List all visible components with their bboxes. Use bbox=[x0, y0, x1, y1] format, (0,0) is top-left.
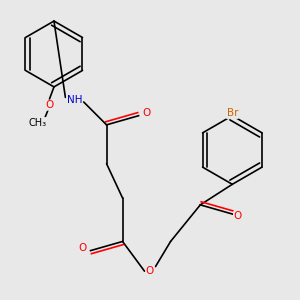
Text: NH: NH bbox=[67, 95, 82, 105]
Text: O: O bbox=[143, 108, 151, 118]
Text: Br: Br bbox=[226, 108, 238, 118]
Text: CH₃: CH₃ bbox=[29, 118, 47, 128]
Text: O: O bbox=[45, 100, 53, 110]
Text: O: O bbox=[234, 211, 242, 221]
Text: O: O bbox=[78, 243, 86, 253]
Text: O: O bbox=[146, 266, 154, 276]
